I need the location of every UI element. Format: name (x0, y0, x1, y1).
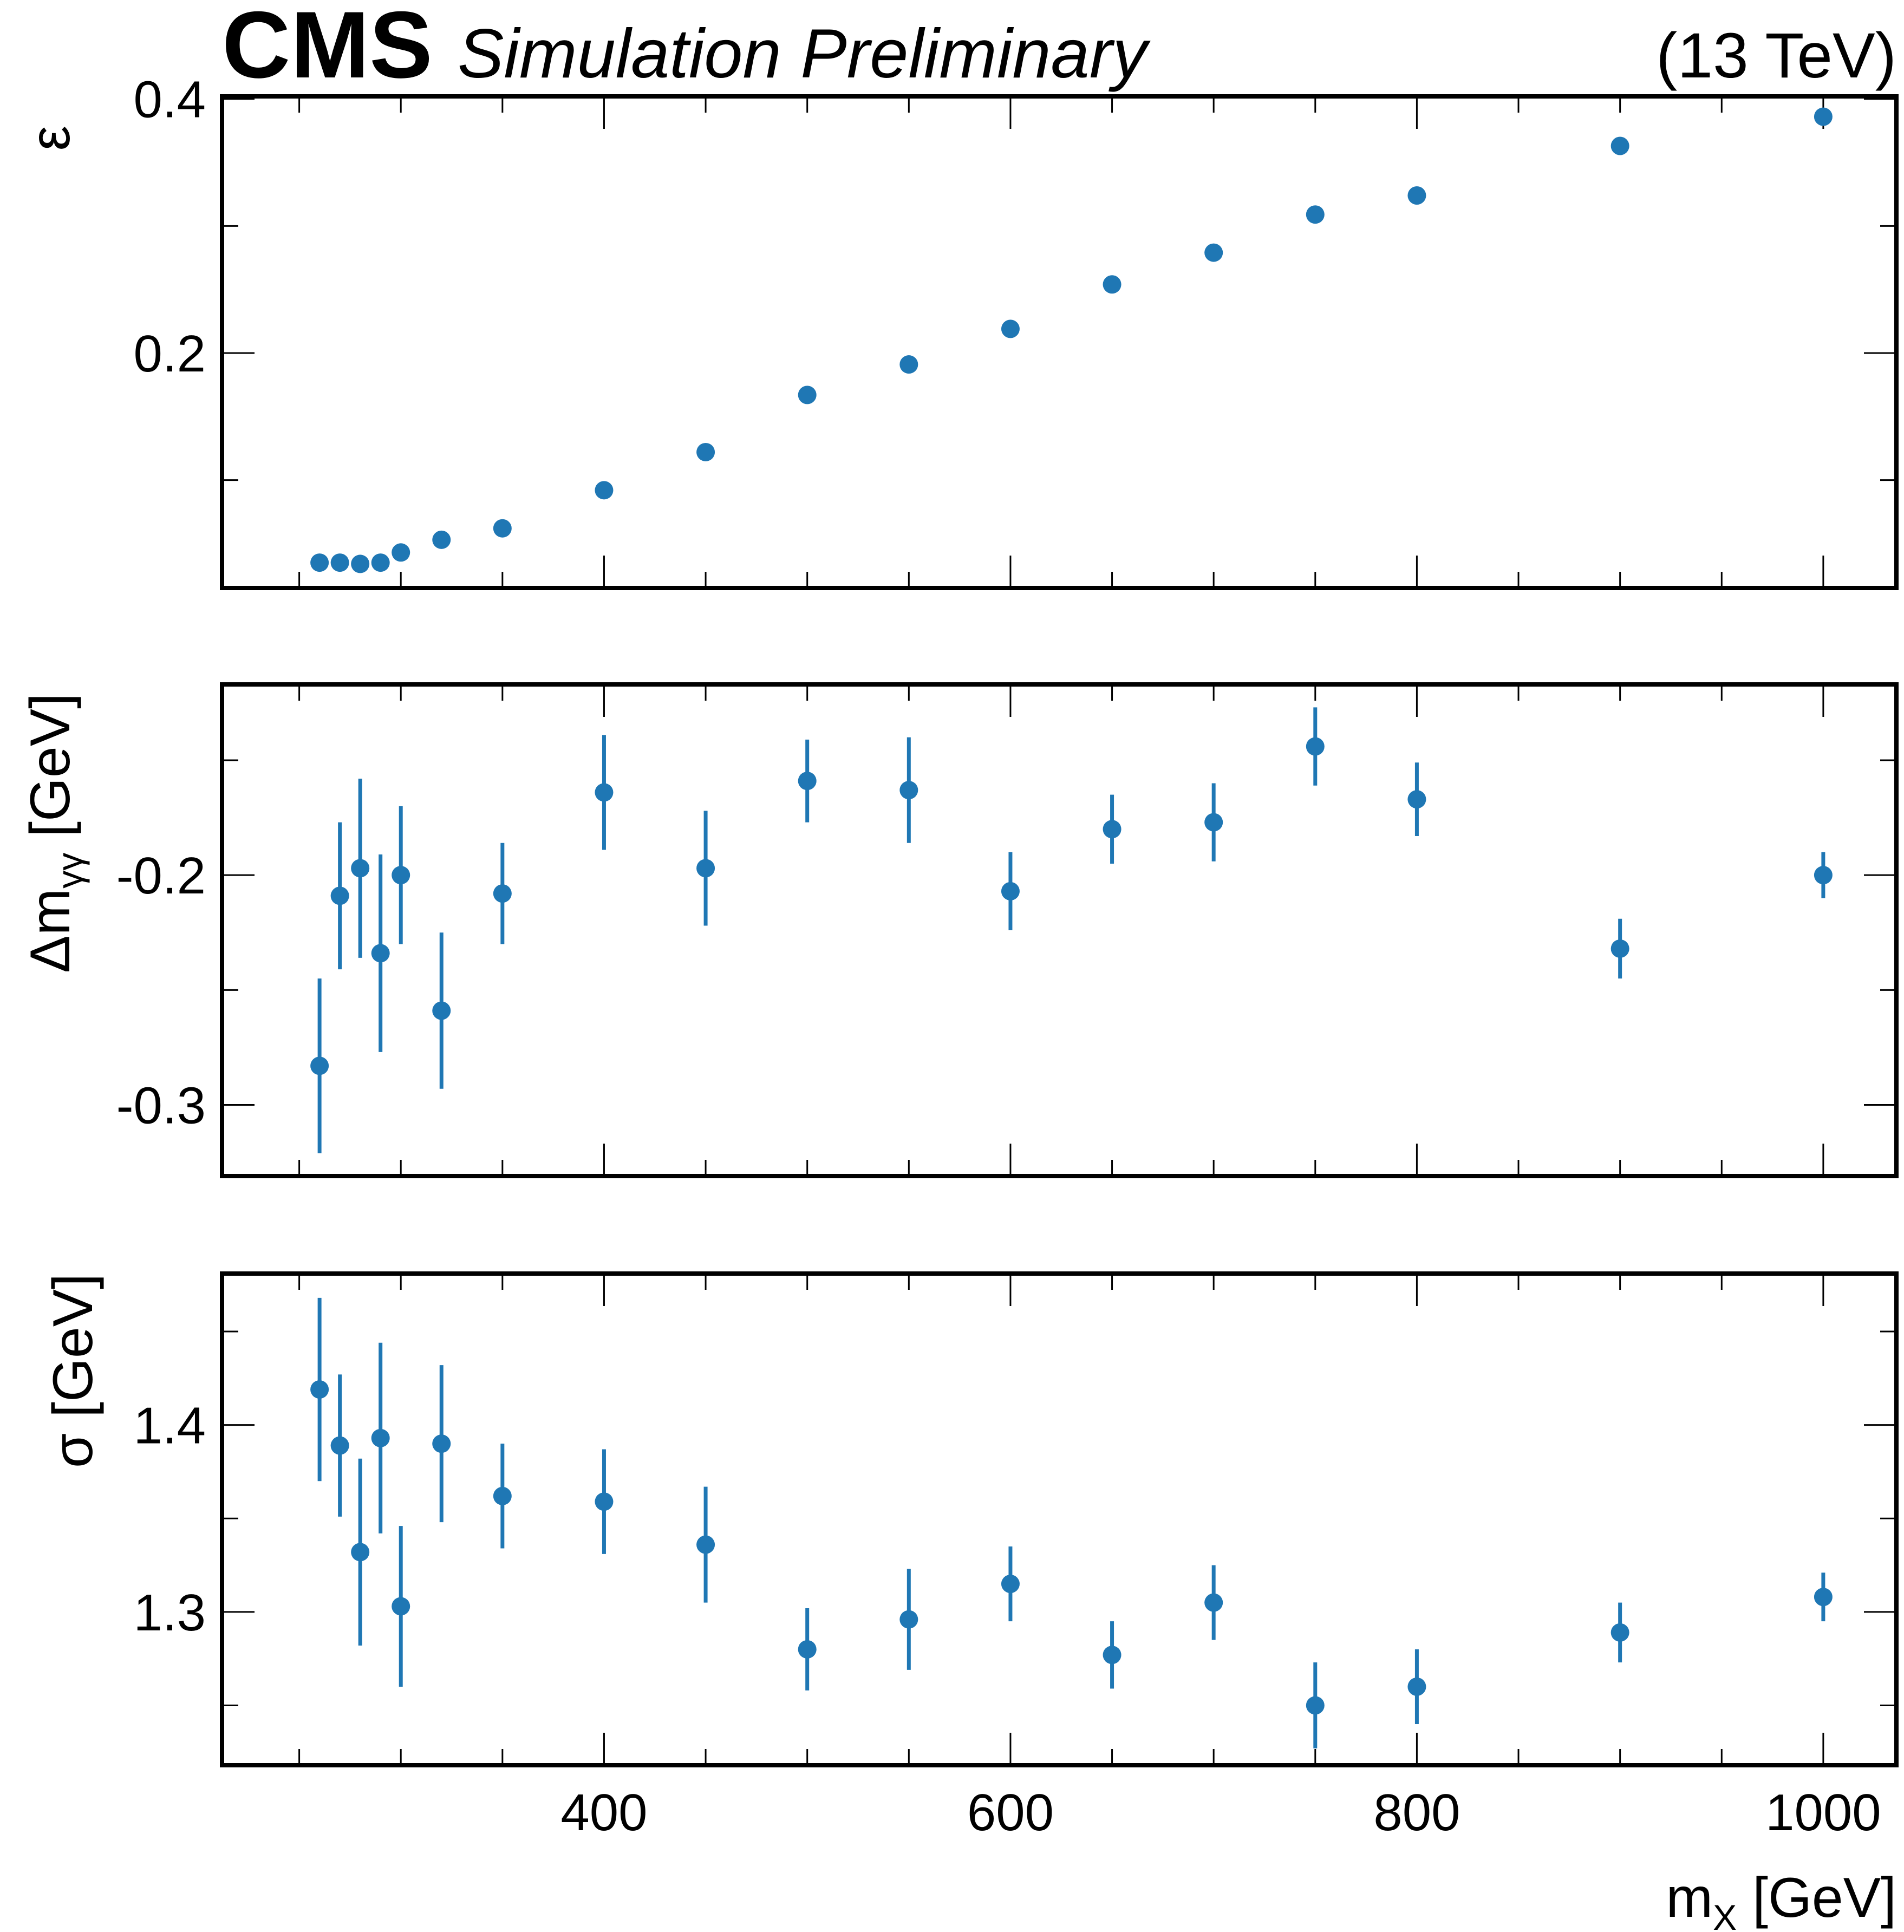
efficiency-data-point (696, 442, 715, 461)
efficiency-data-point (1001, 319, 1020, 338)
efficiency-data-point (899, 355, 918, 374)
resolution-data-point (310, 1380, 329, 1399)
resolution-y-axis-label: σ [GeV] (42, 1274, 105, 1468)
efficiency-data-point (1204, 243, 1223, 262)
resolution-data-point (1610, 1623, 1629, 1642)
resolution-data-point (1306, 1696, 1325, 1715)
mass-shift-data-point (371, 944, 390, 963)
mass-shift-data-point (310, 1056, 329, 1075)
x-label-subscript: X (1713, 1897, 1737, 1932)
resolution-ticks: 1.3 1.4 (134, 1274, 1896, 1765)
mass-shift-data-point (1001, 882, 1020, 900)
mass-shift-y-axis-label: Δmγγ [GeV] (19, 693, 90, 973)
mass-shift-data-point (696, 859, 715, 878)
x-label-main: m (1666, 1866, 1713, 1929)
x-tick-label: 400 (560, 1784, 647, 1842)
efficiency-points (310, 107, 1833, 573)
resolution-data-point (1001, 1575, 1020, 1594)
resolution-data-point (595, 1492, 614, 1511)
mass-shift-data-point (1814, 866, 1833, 885)
resolution-data-point (371, 1428, 390, 1447)
resolution-data-point (1407, 1677, 1426, 1696)
mass-shift-data-point (330, 886, 349, 905)
efficiency-data-point (432, 530, 451, 549)
resolution-panel-frame (220, 1271, 1899, 1767)
efficiency-ticks: 0.2 0.4 (134, 71, 1896, 588)
experiment-label: CMS (222, 0, 433, 98)
x-label-unit: [GeV] (1737, 1866, 1896, 1929)
mass-shift-y-tick-label: -0.3 (116, 1076, 206, 1134)
mass-shift-data-point (351, 859, 370, 878)
x-tick-label: 1000 (1765, 1784, 1881, 1842)
efficiency-data-point (595, 481, 614, 500)
efficiency-data-point (1407, 186, 1426, 205)
resolution-data-point (1204, 1593, 1223, 1612)
resolution-points (310, 1297, 1833, 1748)
resolution-y-tick-label: 1.4 (134, 1397, 206, 1455)
mass-shift-y-label-unit: [GeV] (19, 693, 82, 853)
mass-shift-panel-frame (220, 682, 1899, 1178)
efficiency-data-point (310, 553, 329, 572)
mass-shift-data-point (1407, 790, 1426, 809)
efficiency-data-point (1610, 136, 1629, 155)
efficiency-data-point (392, 543, 410, 562)
efficiency-panel-frame (220, 94, 1899, 590)
resolution-data-point (351, 1543, 370, 1562)
mass-shift-ticks: -0.3 -0.2 (116, 684, 1896, 1176)
efficiency-panel: ε 0.2 0.4 (19, 71, 1899, 590)
x-axis-label: mX [GeV] (1666, 1866, 1896, 1932)
efficiency-data-point (1103, 275, 1121, 294)
mass-shift-data-point (595, 783, 614, 802)
x-tick-label: 800 (1373, 1784, 1460, 1842)
resolution-data-point (798, 1640, 817, 1659)
mass-shift-data-point (493, 884, 512, 903)
efficiency-data-point (493, 519, 512, 538)
mass-shift-y-label-main: Δm (19, 889, 82, 973)
efficiency-y-axis-label: ε (19, 126, 82, 151)
efficiency-data-point (798, 386, 817, 404)
resolution-data-point (696, 1535, 715, 1554)
efficiency-data-point (1814, 107, 1833, 126)
efficiency-data-point (371, 553, 390, 572)
mass-shift-points (310, 707, 1833, 1153)
resolution-panel: σ [GeV] 1.3 1.4 (42, 1271, 1899, 1767)
efficiency-data-point (351, 554, 370, 573)
efficiency-y-tick-label: 0.2 (134, 325, 206, 383)
mass-shift-data-point (392, 866, 410, 885)
resolution-data-point (432, 1434, 451, 1453)
resolution-data-point (493, 1486, 512, 1505)
resolution-data-point (1103, 1646, 1121, 1665)
energy-label: (13 TeV) (1656, 20, 1896, 92)
efficiency-y-tick-label: 0.4 (134, 71, 206, 129)
resolution-data-point (899, 1610, 918, 1629)
mass-shift-data-point (1610, 939, 1629, 958)
mass-shift-data-point (1103, 820, 1121, 839)
resolution-data-point (330, 1436, 349, 1455)
mass-shift-data-point (432, 1001, 451, 1020)
x-tick-label: 600 (967, 1784, 1054, 1842)
status-label: Simulation Preliminary (458, 15, 1151, 93)
resolution-data-point (392, 1597, 410, 1616)
resolution-y-tick-label: 1.3 (134, 1584, 206, 1642)
mass-shift-panel: Δmγγ [GeV] -0.3 -0.2 (19, 682, 1899, 1178)
mass-shift-y-tick-label: -0.2 (116, 847, 206, 905)
mass-shift-data-point (798, 772, 817, 791)
efficiency-data-point (1306, 205, 1325, 224)
efficiency-data-point (330, 553, 349, 572)
x-tick-labels: 400 600 800 1000 (560, 1784, 1881, 1842)
mass-shift-data-point (1306, 737, 1325, 756)
mass-shift-data-point (899, 781, 918, 800)
mass-shift-y-label-subscript: γγ (50, 853, 90, 889)
resolution-data-point (1814, 1588, 1833, 1607)
mass-shift-data-point (1204, 813, 1223, 832)
